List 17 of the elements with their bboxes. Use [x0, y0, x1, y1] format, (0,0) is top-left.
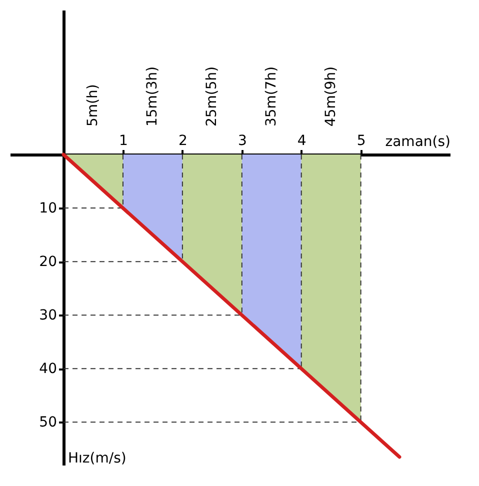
annotation: 25m(5h)	[204, 66, 220, 127]
annotation: 45m(9h)	[323, 66, 340, 127]
y-tick-label: 40	[39, 361, 58, 378]
y-tick-label: 30	[39, 308, 58, 324]
y-tick-label: 50	[39, 414, 58, 431]
annotation: 15m(3h)	[144, 66, 161, 127]
y-tick-label: 20	[39, 254, 58, 270]
x-tick-label: 2	[178, 133, 188, 150]
x-tick-label: 1	[119, 133, 128, 150]
annotation: 35m(7h)	[264, 66, 280, 127]
x-axis-title: zaman(s)	[385, 134, 450, 150]
annotation: 5m(h)	[85, 84, 102, 127]
x-tick-label: 4	[297, 133, 306, 150]
x-tick-label: 3	[238, 133, 247, 150]
y-axis-title: Hız(m/s)	[68, 450, 126, 466]
y-tick-label: 10	[39, 200, 58, 217]
x-tick-label: 5	[356, 133, 366, 150]
